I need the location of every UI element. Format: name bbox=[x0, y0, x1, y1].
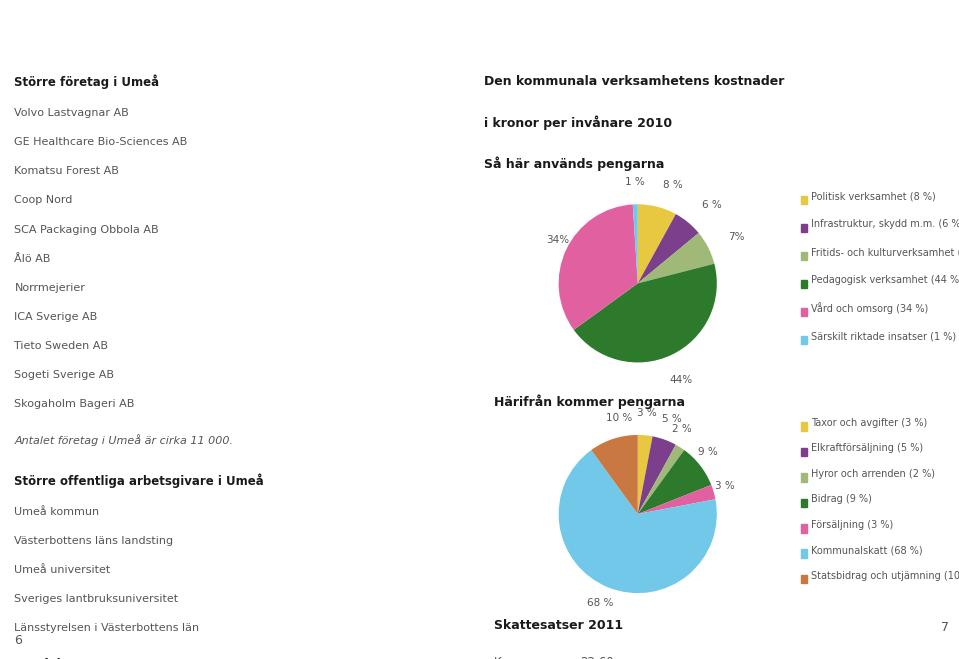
Text: Taxor och avgifter (3 %): Taxor och avgifter (3 %) bbox=[811, 418, 927, 428]
Text: 3 %: 3 % bbox=[638, 408, 657, 418]
Bar bbox=[801, 499, 807, 507]
Text: ICA Sverige AB: ICA Sverige AB bbox=[14, 312, 98, 322]
Text: Tieto Sweden AB: Tieto Sweden AB bbox=[14, 341, 108, 351]
Text: Större företag i Umeå: Större företag i Umeå bbox=[14, 75, 159, 90]
Text: 6: 6 bbox=[14, 634, 22, 647]
Bar bbox=[801, 473, 807, 482]
Text: Vård och omsorg (34 %): Vård och omsorg (34 %) bbox=[811, 302, 928, 314]
Text: Den kommunala verksamhetens kostnader: Den kommunala verksamhetens kostnader bbox=[484, 75, 784, 88]
Bar bbox=[801, 308, 807, 316]
Text: 8 %: 8 % bbox=[663, 181, 683, 190]
Text: Elkraftförsäljning (5 %): Elkraftförsäljning (5 %) bbox=[811, 444, 923, 453]
Text: Sogeti Sverige AB: Sogeti Sverige AB bbox=[14, 370, 114, 380]
Text: Sveriges lantbruksuniversitet: Sveriges lantbruksuniversitet bbox=[14, 594, 178, 604]
Text: Kommunalskatt (68 %): Kommunalskatt (68 %) bbox=[811, 545, 923, 555]
Text: Så här används pengarna: Så här används pengarna bbox=[484, 156, 665, 171]
Text: Politisk verksamhet (8 %): Politisk verksamhet (8 %) bbox=[811, 191, 936, 202]
Bar bbox=[801, 279, 807, 289]
Text: SCA Packaging Obbola AB: SCA Packaging Obbola AB bbox=[14, 225, 159, 235]
Text: Umeå universitet: Umeå universitet bbox=[14, 565, 110, 575]
Text: Volvo Lastvagnar AB: Volvo Lastvagnar AB bbox=[14, 108, 129, 118]
Text: 68 %: 68 % bbox=[587, 598, 614, 608]
Text: Norrmejerier: Norrmejerier bbox=[14, 283, 85, 293]
Bar bbox=[801, 196, 807, 204]
Text: GE Healthcare Bio-Sciences AB: GE Healthcare Bio-Sciences AB bbox=[14, 137, 188, 147]
Wedge shape bbox=[638, 450, 712, 514]
Bar bbox=[801, 447, 807, 457]
Text: Länsstyrelsen i Västerbottens län: Länsstyrelsen i Västerbottens län bbox=[14, 623, 199, 633]
Text: Antalet företag i Umeå är cirka 11 000.: Antalet företag i Umeå är cirka 11 000. bbox=[14, 434, 233, 446]
Wedge shape bbox=[638, 445, 684, 514]
Text: Ålö AB: Ålö AB bbox=[14, 254, 51, 264]
Text: Större offentliga arbetsgivare i Umeå: Större offentliga arbetsgivare i Umeå bbox=[14, 473, 264, 488]
Text: Fritids- och kulturverksamhet (7 %): Fritids- och kulturverksamhet (7 %) bbox=[811, 247, 959, 258]
Text: 5 %: 5 % bbox=[662, 414, 682, 424]
Text: 1 %: 1 % bbox=[624, 177, 644, 187]
Bar bbox=[801, 223, 807, 233]
Text: 22,60: 22,60 bbox=[580, 656, 614, 659]
Text: 10 %: 10 % bbox=[606, 413, 633, 423]
Text: 3 %: 3 % bbox=[715, 481, 735, 491]
Text: Infrastruktur, skydd m.m. (6 %): Infrastruktur, skydd m.m. (6 %) bbox=[811, 219, 959, 229]
Wedge shape bbox=[592, 435, 638, 514]
Text: 7%: 7% bbox=[728, 233, 744, 243]
Bar bbox=[801, 550, 807, 558]
Text: Näringsliv och arbete: Näringsliv och arbete bbox=[14, 16, 225, 34]
Text: Statsbidrag och utjämning (10 %): Statsbidrag och utjämning (10 %) bbox=[811, 571, 959, 581]
Text: Särskilt riktade insatser (1 %): Särskilt riktade insatser (1 %) bbox=[811, 331, 956, 341]
Text: 2 %: 2 % bbox=[672, 424, 692, 434]
Text: 6 %: 6 % bbox=[702, 200, 722, 210]
Text: Kommun: Kommun bbox=[494, 656, 546, 659]
Bar bbox=[801, 252, 807, 260]
Text: 44%: 44% bbox=[669, 375, 692, 385]
Text: Härifrån kommer pengarna: Härifrån kommer pengarna bbox=[494, 394, 685, 409]
Text: Skogaholm Bageri AB: Skogaholm Bageri AB bbox=[14, 399, 135, 409]
Bar bbox=[801, 524, 807, 532]
Wedge shape bbox=[638, 233, 714, 283]
Bar bbox=[801, 575, 807, 583]
Text: Handel: Handel bbox=[14, 658, 61, 659]
Text: Skattesatser 2011: Skattesatser 2011 bbox=[494, 619, 623, 633]
Wedge shape bbox=[638, 214, 699, 283]
Bar bbox=[801, 422, 807, 431]
Text: 9 %: 9 % bbox=[698, 447, 717, 457]
Wedge shape bbox=[638, 436, 676, 514]
Text: 34%: 34% bbox=[546, 235, 570, 245]
Wedge shape bbox=[633, 204, 638, 283]
Text: Försäljning (3 %): Försäljning (3 %) bbox=[811, 520, 893, 530]
Text: Kommunens ekonomi: Kommunens ekonomi bbox=[494, 16, 704, 34]
Text: Komatsu Forest AB: Komatsu Forest AB bbox=[14, 166, 119, 177]
Wedge shape bbox=[638, 204, 676, 283]
Text: Bidrag (9 %): Bidrag (9 %) bbox=[811, 494, 872, 504]
Text: i kronor per invånare 2010: i kronor per invånare 2010 bbox=[484, 115, 672, 130]
Wedge shape bbox=[573, 264, 716, 362]
Bar bbox=[801, 335, 807, 345]
Text: Pedagogisk verksamhet (44 %): Pedagogisk verksamhet (44 %) bbox=[811, 275, 959, 285]
Wedge shape bbox=[638, 435, 652, 514]
Wedge shape bbox=[559, 450, 716, 593]
Text: Umeå kommun: Umeå kommun bbox=[14, 507, 100, 517]
Text: Hyror och arrenden (2 %): Hyror och arrenden (2 %) bbox=[811, 469, 935, 479]
Wedge shape bbox=[638, 485, 715, 514]
Text: Västerbottens läns landsting: Västerbottens läns landsting bbox=[14, 536, 174, 546]
Wedge shape bbox=[559, 204, 638, 330]
Text: Coop Nord: Coop Nord bbox=[14, 196, 73, 206]
Text: 7: 7 bbox=[942, 621, 949, 634]
